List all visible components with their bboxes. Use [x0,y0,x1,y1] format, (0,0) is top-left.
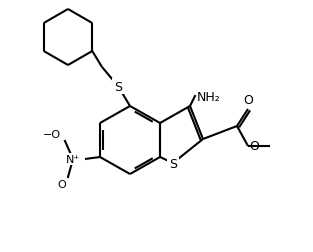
Text: N⁺: N⁺ [66,154,80,164]
Text: O: O [249,140,259,153]
Text: O: O [57,179,66,189]
Text: S: S [114,80,122,93]
Text: O: O [243,94,253,107]
Text: S: S [169,157,177,170]
Text: NH₂: NH₂ [197,90,221,103]
Text: −O: −O [43,130,61,139]
